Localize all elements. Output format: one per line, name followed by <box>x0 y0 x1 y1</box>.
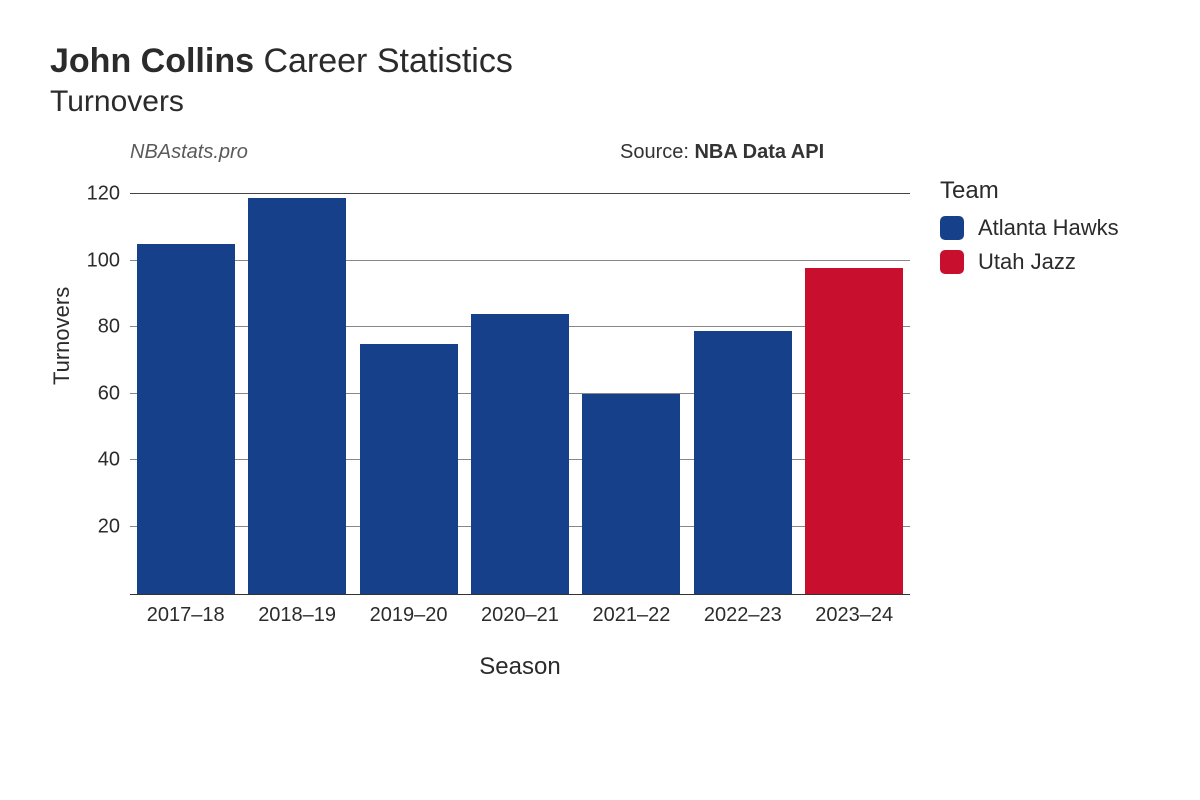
y-tick-label: 60 <box>70 382 120 405</box>
watermark-text: NBAstats.pro <box>130 141 248 164</box>
x-tick-label: 2018–19 <box>258 604 336 627</box>
bar-slot: 2020–21 <box>464 175 575 594</box>
chart-title-line1: John Collins Career Statistics <box>50 40 1150 83</box>
legend-item: Utah Jazz <box>940 249 1119 275</box>
x-tick-label: 2023–24 <box>815 604 893 627</box>
chart-container: John Collins Career Statistics Turnovers… <box>0 0 1200 800</box>
y-tick-label: 120 <box>70 183 120 206</box>
source-name: NBA Data API <box>694 141 824 163</box>
bar <box>360 344 458 593</box>
legend-items: Atlanta Hawks Utah Jazz <box>940 215 1119 275</box>
x-axis-title: Season <box>130 653 910 681</box>
x-tick-label: 2019–20 <box>370 604 448 627</box>
y-tick-label: 80 <box>70 316 120 339</box>
x-tick-label: 2020–21 <box>481 604 559 627</box>
x-tick-label: 2021–22 <box>592 604 670 627</box>
y-tick-label: 40 <box>70 449 120 472</box>
y-tick-label: 100 <box>70 249 120 272</box>
header-row: NBAstats.pro Source: NBA Data API <box>50 141 1150 167</box>
bar-slot: 2022–23 <box>687 175 798 594</box>
title-rest: Career Statistics <box>254 42 513 80</box>
legend: Team Atlanta Hawks Utah Jazz <box>940 177 1119 283</box>
bar <box>471 314 569 593</box>
bar <box>694 331 792 594</box>
bar <box>248 198 346 594</box>
bar-slot: 2017–18 <box>130 175 241 594</box>
title-block: John Collins Career Statistics Turnovers <box>50 40 1150 119</box>
x-tick-label: 2017–18 <box>147 604 225 627</box>
legend-title: Team <box>940 177 1119 205</box>
bar <box>805 268 903 594</box>
bar <box>582 394 680 594</box>
source-prefix: Source: <box>620 141 694 163</box>
bar-slot: 2018–19 <box>241 175 352 594</box>
player-name: John Collins <box>50 42 254 80</box>
chart-area: Turnovers 020406080100120 2017–182018–19… <box>50 175 1150 695</box>
bar-slot: 2021–22 <box>576 175 687 594</box>
chart-subtitle: Turnovers <box>50 85 1150 119</box>
bar-slot: 2023–24 <box>799 175 910 594</box>
legend-label: Atlanta Hawks <box>978 215 1119 241</box>
bars-group: 2017–182018–192019–202020–212021–222022–… <box>130 175 910 594</box>
source-text: Source: NBA Data API <box>620 141 824 164</box>
x-tick-label: 2022–23 <box>704 604 782 627</box>
bar-slot: 2019–20 <box>353 175 464 594</box>
legend-label: Utah Jazz <box>978 249 1076 275</box>
legend-swatch <box>940 216 964 240</box>
y-tick-label: 20 <box>70 516 120 539</box>
legend-swatch <box>940 250 964 274</box>
legend-item: Atlanta Hawks <box>940 215 1119 241</box>
plot-area: 020406080100120 2017–182018–192019–20202… <box>130 175 910 595</box>
bar <box>137 244 235 593</box>
